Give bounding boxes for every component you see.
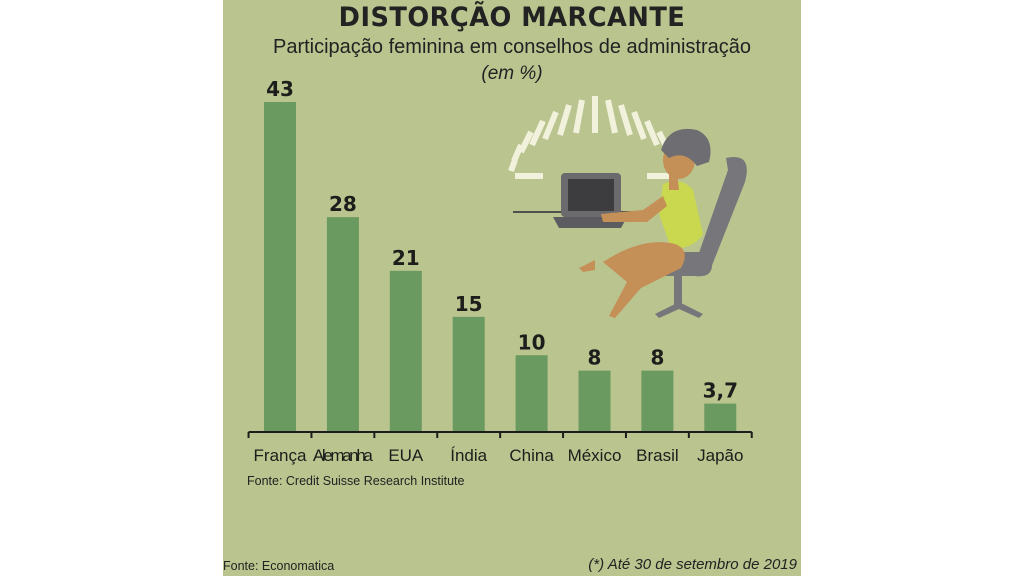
- footer-note: (*) Até 30 de setembro de 2019: [588, 556, 797, 573]
- chart-unit: (em %): [481, 63, 543, 84]
- bar-value-label: 28: [329, 192, 357, 216]
- bar: [704, 403, 737, 432]
- bar: [515, 355, 548, 432]
- bar-value-label: 3,7: [703, 379, 738, 403]
- woman-at-laptop-illustration: [508, 96, 747, 318]
- bars-layer: [264, 102, 737, 432]
- bar-value-label: 10: [518, 330, 546, 354]
- category-label: Alemanha: [313, 446, 374, 465]
- bar-value-label: 21: [392, 246, 420, 270]
- category-label: México: [568, 446, 622, 465]
- bar-value-label: 15: [455, 292, 483, 316]
- category-label: China: [509, 446, 554, 465]
- sun-rays-icon: [508, 96, 679, 179]
- bar-value-label: 8: [588, 346, 602, 370]
- x-axis: [247, 431, 753, 438]
- labels-layer: 43 França 28 Alemanha 21 EUA 15 Índia 10 China 8 Mé…: [254, 77, 744, 465]
- category-label: Índia: [450, 446, 487, 465]
- category-label: Japão: [697, 446, 743, 465]
- bar-value-label: 8: [650, 346, 664, 370]
- category-label: França: [254, 446, 307, 465]
- bar: [578, 370, 611, 432]
- bar: [452, 316, 485, 432]
- bar: [326, 217, 359, 432]
- bar: [264, 102, 296, 432]
- footer-source: Fonte: Economatica: [223, 559, 335, 573]
- bar-chart: 43 França 28 Alemanha 21 EUA 15 Índia 10 China 8 Mé…: [247, 77, 753, 465]
- chart-title: DISTORÇÃO MARCANTE: [338, 2, 686, 33]
- bar: [641, 370, 674, 432]
- woman-figure: [579, 128, 711, 318]
- category-label: EUA: [388, 446, 424, 465]
- bar-value-label: 43: [266, 77, 294, 101]
- chart-subtitle: Participação feminina em conselhos de ad…: [272, 36, 752, 58]
- bar: [389, 270, 422, 432]
- category-label: Brasil: [636, 446, 679, 465]
- infographic-panel: DISTORÇÃO MARCANTE Participação feminina…: [223, 0, 801, 576]
- chart-source: Fonte: Credit Suisse Research Institute: [247, 474, 465, 488]
